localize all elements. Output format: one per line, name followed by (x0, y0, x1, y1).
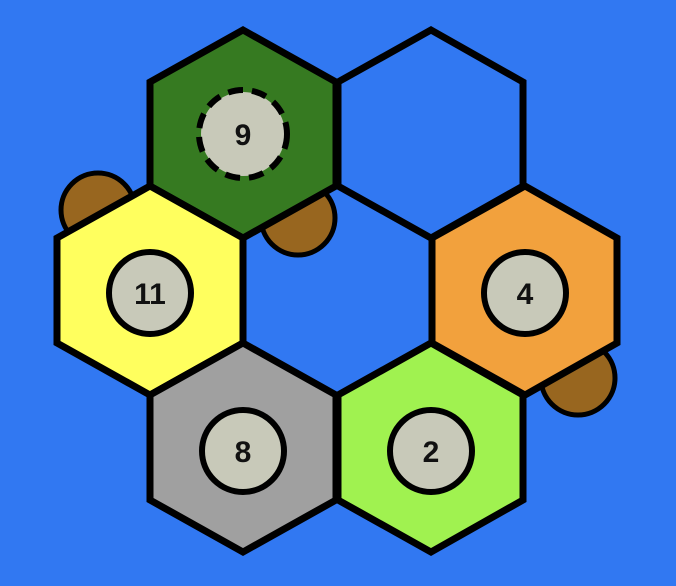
token-number: 11 (134, 278, 166, 311)
token-number: 8 (235, 436, 252, 469)
token-number: 9 (235, 119, 252, 152)
token-number: 4 (517, 278, 534, 311)
number-token-pasture[interactable]: 2 (387, 407, 475, 495)
number-token-mountains[interactable]: 8 (199, 407, 287, 495)
token-number: 2 (423, 436, 440, 469)
number-token-forest[interactable]: 9 (196, 87, 290, 181)
number-tokens: 9 11 4 8 2 (106, 87, 569, 495)
number-token-fields[interactable]: 11 (106, 249, 194, 337)
robber-marker[interactable] (196, 87, 290, 181)
number-token-hills[interactable]: 4 (481, 249, 569, 337)
